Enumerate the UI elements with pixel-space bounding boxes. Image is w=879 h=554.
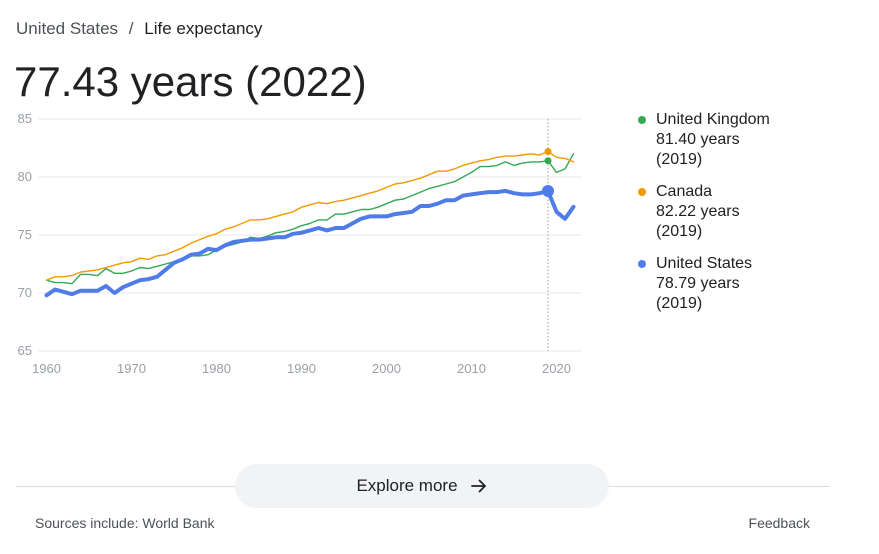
legend-dot-canada <box>638 188 646 196</box>
x-tick-label-2020: 2020 <box>542 361 571 376</box>
legend-dot-united-states <box>638 260 646 268</box>
x-tick-label-2010: 2010 <box>457 361 486 376</box>
highlight-point-canada <box>544 147 552 155</box>
breadcrumb: United States / Life expectancy <box>16 18 262 40</box>
legend-item-united-states[interactable]: United States 78.79 years (2019) <box>638 254 828 314</box>
legend-value: 82.22 years <box>656 203 740 220</box>
series-line-united-states <box>44 188 576 298</box>
explore-more-button[interactable]: Explore more <box>235 464 609 508</box>
x-tick-label-1970: 1970 <box>117 361 146 376</box>
explore-more-label: Explore more <box>356 476 458 495</box>
legend-country-name: United States <box>656 255 753 272</box>
x-tick-label-1960: 1960 <box>32 361 61 376</box>
series-line-united-kingdom <box>45 153 575 285</box>
x-tick-label-1980: 1980 <box>202 361 231 376</box>
y-tick-label-80: 80 <box>18 169 32 184</box>
legend-value: 81.40 years <box>656 131 740 148</box>
y-tick-label-75: 75 <box>18 227 32 242</box>
legend-dot-united-kingdom <box>638 116 646 124</box>
series-line-canada <box>45 150 575 281</box>
feedback-link[interactable]: Feedback <box>748 515 810 531</box>
legend-year: (2019) <box>656 223 703 240</box>
legend-year: (2019) <box>656 295 703 312</box>
chart-legend: United Kingdom 81.40 years (2019) Canada… <box>638 110 828 326</box>
legend-year: (2019) <box>656 151 703 168</box>
legend-item-canada[interactable]: Canada 82.22 years (2019) <box>638 182 828 242</box>
legend-value: 78.79 years <box>656 275 740 292</box>
x-tick-label-2000: 2000 <box>372 361 401 376</box>
y-tick-label-70: 70 <box>18 285 32 300</box>
life-expectancy-chart[interactable]: 65 70 75 80 85 1960 1970 1980 1990 2000 2010 2020 <box>0 100 600 380</box>
legend-item-united-kingdom[interactable]: United Kingdom 81.40 years (2019) <box>638 110 828 170</box>
legend-country-name: Canada <box>656 183 713 200</box>
headline-value: 77.43 years (2022) <box>14 58 367 105</box>
breadcrumb-current: Life expectancy <box>144 19 263 38</box>
highlight-point-united-states <box>542 185 554 198</box>
breadcrumb-separator: / <box>128 19 134 38</box>
y-tick-label-85: 85 <box>18 111 32 126</box>
legend-country-name: United Kingdom <box>656 111 770 128</box>
x-tick-label-1990: 1990 <box>287 361 316 376</box>
highlight-point-united-kingdom <box>544 157 552 165</box>
sources-text: Sources include: World Bank <box>35 515 215 531</box>
y-tick-label-65: 65 <box>18 343 32 358</box>
arrow-right-icon <box>470 477 488 495</box>
breadcrumb-parent-link[interactable]: United States <box>16 19 119 38</box>
